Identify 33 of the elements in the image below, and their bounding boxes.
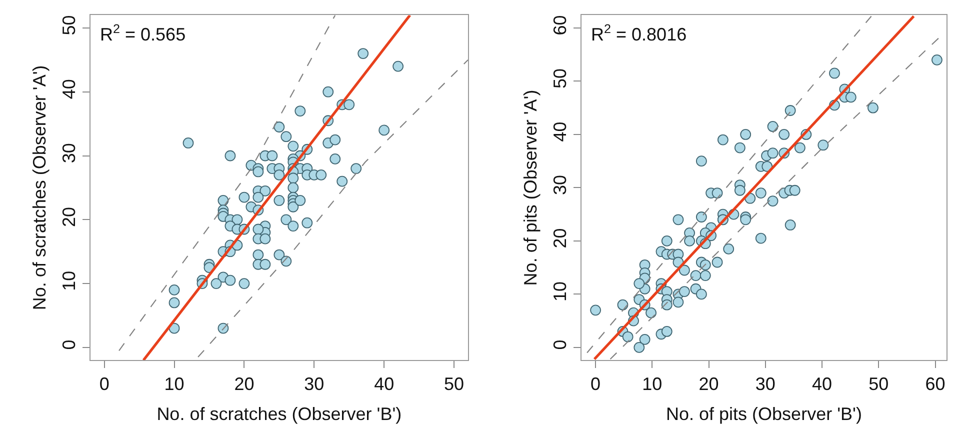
x-tick-label: 10 [642,374,662,394]
x-tick-label: 50 [868,374,889,394]
x-axis-title: No. of scratches (Observer 'B') [156,404,402,424]
y-tick-label: 10 [550,281,570,302]
x-tick-label: 40 [374,374,394,394]
y-tick-label: 40 [550,122,570,142]
x-axis-title: No. of pits (Observer 'B') [666,404,862,424]
y-tick-label: 40 [59,79,80,100]
line-series [197,59,468,358]
y-tick-label: 50 [59,15,80,36]
x-tick-label: 10 [164,374,184,394]
y-tick-label: 10 [59,270,80,291]
x-tick-label: 20 [234,374,254,394]
x-tick-label: 30 [304,374,324,394]
x-tick-label: 0 [590,374,601,394]
y-axis-title: No. of pits (Observer 'A') [520,90,540,286]
y-tick-label: 30 [59,143,80,164]
x-tick-label: 20 [698,374,719,394]
x-tick-label: 30 [755,374,776,394]
annotation: R$^{2}$ = 0.8016 [591,22,687,45]
y-axis-title: No. of scratches (Observer 'A') [29,65,50,310]
y-tick-label: 60 [550,15,570,36]
y-tick-label: 30 [550,174,570,196]
annotation: R$^{2}$ = 0.565 [100,22,186,45]
x-tick-label: 50 [444,374,464,394]
y-tick-label: 20 [59,206,80,227]
x-tick-label: 0 [99,374,110,394]
y-tick-label: 20 [550,228,570,248]
x-tick-label: 60 [925,374,946,394]
y-tick-label: 50 [550,68,570,89]
x-tick-label: 40 [812,374,832,394]
y-tick-label: 0 [550,340,570,350]
y-tick-label: 0 [59,340,80,350]
